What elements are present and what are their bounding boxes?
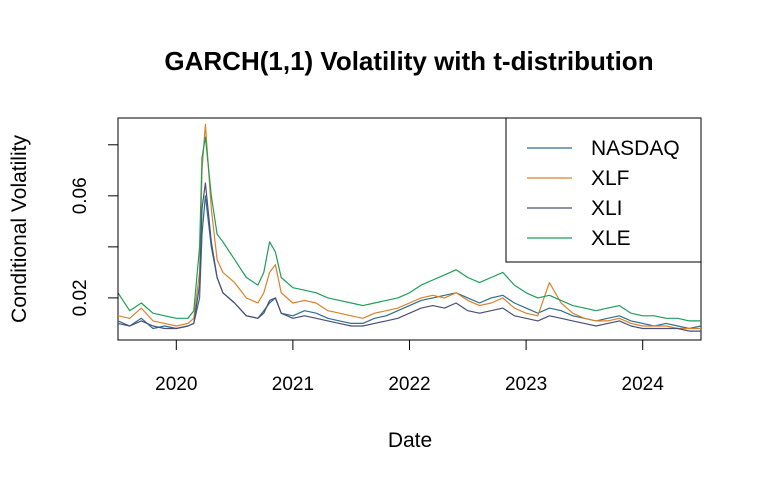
series-line-xli <box>117 182 701 332</box>
series-line-xlf <box>117 123 701 330</box>
x-tick-label: 2020 <box>155 374 197 395</box>
chart-title: GARCH(1,1) Volatility with t-distributio… <box>164 46 653 76</box>
y-tick-label: 0.06 <box>70 177 91 214</box>
y-tick-label: 0.02 <box>70 279 91 316</box>
x-tick-label: 2022 <box>388 374 430 395</box>
x-tick-label: 2021 <box>272 374 314 395</box>
y-axis: 0.02 0.06 <box>70 144 119 316</box>
x-axis: 2020 2021 2022 2023 2024 <box>155 339 665 395</box>
x-tick-label: 2024 <box>622 374 665 395</box>
x-axis-label: Date <box>388 429 432 452</box>
x-tick-label: 2023 <box>505 374 547 395</box>
y-axis-label: Conditional Volatility <box>8 135 31 323</box>
legend-label-xlf: XLF <box>591 167 630 190</box>
legend: NASDAQ XLF XLI XLE <box>505 117 702 263</box>
legend-label-nasdaq: NASDAQ <box>591 137 680 160</box>
series-line-xle <box>117 136 701 322</box>
legend-label-xli: XLI <box>591 197 623 220</box>
series-layer <box>117 123 702 332</box>
legend-label-xle: XLE <box>591 227 631 250</box>
